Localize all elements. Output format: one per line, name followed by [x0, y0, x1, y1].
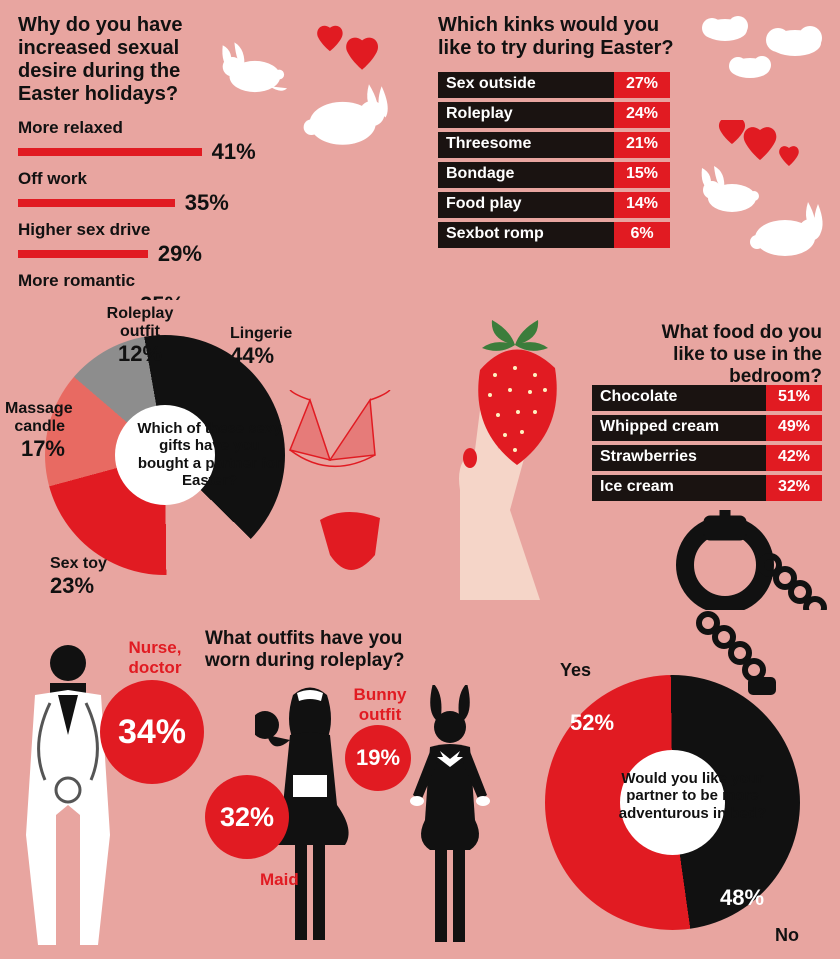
p2-bar-label: Sexbot romp: [438, 222, 614, 248]
p4-bar-label: Ice cream: [592, 475, 766, 501]
p2-bar-row: Food play14%: [438, 192, 670, 218]
panel2-question: Which kinks would you like to try during…: [438, 14, 678, 60]
panel-adventurous: Would you like your partner to be more a…: [520, 610, 840, 959]
p2-bar-row: Roleplay24%: [438, 102, 670, 128]
panel-gifts: Which of these sexy gifts have you bough…: [0, 300, 420, 610]
p4-bar-value: 42%: [766, 445, 822, 471]
p1-bar-label: More romantic: [18, 271, 402, 291]
p4-bar-value: 51%: [766, 385, 822, 411]
p1-bar-value: 29%: [158, 241, 202, 267]
gift-label-roleplay: Roleplay outfit12%: [100, 305, 180, 367]
p1-bar-label: Off work: [18, 169, 402, 189]
outfit-label-bunny: Bunny outfit: [345, 685, 415, 725]
panel4-bars: Chocolate51%Whipped cream49%Strawberries…: [592, 385, 822, 505]
p4-bar-row: Chocolate51%: [592, 385, 822, 411]
outfit-bubble-maid: 32%: [205, 775, 289, 859]
p4-bar-label: Whipped cream: [592, 415, 766, 441]
p1-bar-row: Higher sex drive 29%: [18, 220, 402, 267]
p4-bar-label: Chocolate: [592, 385, 766, 411]
panel4-question: What food do you like to use in the bedr…: [627, 322, 822, 388]
p2-bar-label: Bondage: [438, 162, 614, 188]
doctor-silhouette-icon: [10, 635, 125, 950]
p4-bar-value: 32%: [766, 475, 822, 501]
p2-bar-row: Sexbot romp6%: [438, 222, 670, 248]
panel-food: What food do you like to use in the bedr…: [420, 300, 840, 610]
p1-bar: [18, 199, 175, 207]
p2-bar-label: Threesome: [438, 132, 614, 158]
panel1-question: Why do you have increased sexual desire …: [18, 14, 218, 106]
panel-outfits: What outfits have you worn during rolepl…: [0, 610, 520, 959]
p2-bar-row: Sex outside27%: [438, 72, 670, 98]
p2-bar-value: 15%: [614, 162, 670, 188]
p1-bar-label: Higher sex drive: [18, 220, 402, 240]
p2-bar-value: 27%: [614, 72, 670, 98]
panel3-question: Which of these sexy gifts have you bough…: [132, 420, 287, 489]
p4-bar-value: 49%: [766, 415, 822, 441]
outfit-bubble-nurse: 34%: [100, 680, 204, 784]
p2-bar-label: Food play: [438, 192, 614, 218]
outfit-bubble-bunny: 19%: [345, 725, 411, 791]
p2-bar-row: Bondage15%: [438, 162, 670, 188]
panel-desire-reasons: Why do you have increased sexual desire …: [0, 0, 420, 300]
p4-bar-row: Whipped cream49%: [592, 415, 822, 441]
clouds-icon: [690, 8, 830, 88]
p1-bar-row: Off work 35%: [18, 169, 402, 216]
lingerie-icon: [280, 390, 410, 590]
handcuff-chain-icon: [690, 605, 840, 715]
label-yes: Yes: [560, 660, 591, 681]
panel2-bars: Sex outside27%Roleplay24%Threesome21%Bon…: [438, 72, 670, 248]
pct-yes: 52%: [570, 710, 614, 736]
panel-kinks: Which kinks would you like to try during…: [420, 0, 840, 300]
p4-bar-row: Strawberries42%: [592, 445, 822, 471]
gift-label-lingerie: Lingerie44%: [230, 325, 292, 369]
bunnies-hearts-icon-2: [690, 120, 830, 260]
p1-bar: [18, 148, 202, 156]
p2-bar-label: Sex outside: [438, 72, 614, 98]
p4-bar-label: Strawberries: [592, 445, 766, 471]
p2-bar-value: 21%: [614, 132, 670, 158]
gift-label-sextoy: Sex toy23%: [50, 555, 107, 599]
p2-bar-value: 14%: [614, 192, 670, 218]
p1-bar-value: 35%: [185, 190, 229, 216]
outfit-label-nurse: Nurse, doctor: [115, 638, 195, 678]
p4-bar-row: Ice cream32%: [592, 475, 822, 501]
bunnies-hearts-icon: [211, 18, 406, 158]
panel6-question: Would you like your partner to be more a…: [615, 770, 770, 822]
p2-bar-value: 24%: [614, 102, 670, 128]
gift-label-massage: Massage candle17%: [5, 400, 65, 462]
panel5-question: What outfits have you worn during rolepl…: [205, 628, 425, 672]
p2-bar-value: 6%: [614, 222, 670, 248]
pct-no: 48%: [720, 885, 764, 911]
label-no: No: [775, 925, 799, 946]
outfit-label-maid: Maid: [260, 870, 299, 890]
p2-bar-label: Roleplay: [438, 102, 614, 128]
p2-bar-row: Threesome21%: [438, 132, 670, 158]
p1-bar: [18, 250, 148, 258]
strawberry-hand-icon: [420, 310, 605, 600]
